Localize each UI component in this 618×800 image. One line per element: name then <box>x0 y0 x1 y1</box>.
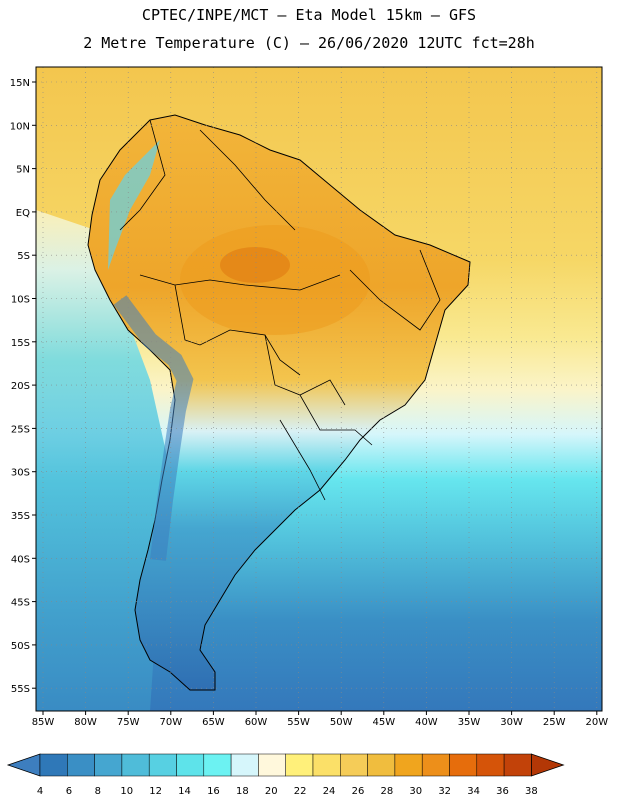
northern-andes-cold <box>108 140 160 270</box>
colorbar-label: 18 <box>236 786 249 797</box>
lat-label: 5S <box>17 251 30 262</box>
lon-label: 55W <box>287 717 310 728</box>
lon-label: 65W <box>202 717 225 728</box>
colorbar-swatch <box>203 753 232 777</box>
southern-andes-cold <box>113 295 194 561</box>
colorbar-swatch <box>476 753 505 777</box>
lat-label: 30S <box>11 468 30 479</box>
lon-label: 85W <box>32 717 55 728</box>
lon-label: 60W <box>245 717 268 728</box>
colorbar-swatch <box>312 753 341 777</box>
colorbar-swatch <box>176 753 205 777</box>
lat-label: 10S <box>11 295 30 306</box>
colorbar-label: 12 <box>149 786 162 797</box>
lat-label: 25S <box>11 424 30 435</box>
colorbar-label: 26 <box>352 786 365 797</box>
colorbar-swatch <box>394 753 423 777</box>
colorbar-label: 10 <box>120 786 133 797</box>
colorbar-swatch <box>367 753 396 777</box>
colorbar-label: 14 <box>178 786 191 797</box>
lat-label: EQ <box>16 208 30 219</box>
colorbar-swatch <box>340 753 368 777</box>
lat-label: 35S <box>11 511 30 522</box>
lon-label: 35W <box>458 717 481 728</box>
latitude-axis: 15N 10N 5N EQ 5S 10S 15S 20S 25S 30S 35S 40S 45S 50S 5… <box>10 78 36 695</box>
lon-label: 50W <box>330 717 353 728</box>
colorbar-swatch <box>503 753 532 777</box>
colorbar-swatch <box>148 753 177 777</box>
colorbar-swatch <box>258 753 286 777</box>
colorbar-swatch <box>94 753 123 777</box>
colorbar-label: 34 <box>467 786 480 797</box>
lat-label: 45S <box>11 598 30 609</box>
pacific-field <box>36 210 170 711</box>
map-title-line1: CPTEC/INPE/MCT – Eta Model 15km – GFS <box>141 6 477 24</box>
lon-label: 80W <box>74 717 97 728</box>
lon-label: 40W <box>415 717 438 728</box>
colorbar-label: 36 <box>496 786 509 797</box>
lat-label: 40S <box>11 554 30 565</box>
lon-label: 20W <box>585 717 608 728</box>
colorbar-swatch <box>39 753 68 777</box>
warm-core <box>180 225 370 335</box>
colorbar-label: 22 <box>294 786 307 797</box>
colorbar-swatch <box>421 753 450 777</box>
colorbar-label: 6 <box>66 786 72 797</box>
colorbar-swatch <box>121 753 150 777</box>
hot-spot <box>220 247 290 283</box>
colorbar-label: 30 <box>409 786 422 797</box>
colorbar-swatch <box>449 753 478 777</box>
lat-label: 55S <box>11 684 30 695</box>
colorbar-swatch <box>67 753 95 777</box>
colorbar-label: 8 <box>95 786 101 797</box>
lat-label: 15N <box>10 78 30 89</box>
temperature-colorbar: 4 6 8 10 12 14 16 18 20 22 24 26 28 30 32 34 36 38 <box>6 753 565 797</box>
colorbar-label: 20 <box>265 786 278 797</box>
country-borders <box>119 119 441 501</box>
colorbar-swatch <box>230 753 259 777</box>
map-frame <box>35 66 603 712</box>
lon-label: 30W <box>500 717 523 728</box>
lat-label: 10N <box>10 121 30 132</box>
colorbar-min-arrow <box>6 753 41 777</box>
colorbar-label: 16 <box>207 786 220 797</box>
lon-label: 75W <box>117 717 140 728</box>
colorbar-swatch <box>285 753 314 777</box>
lat-label: 50S <box>11 641 30 652</box>
longitude-axis: 85W 80W 75W 70W 65W 60W 55W 50W 45W 40W 35W 30W 25W 2… <box>32 711 608 728</box>
colorbar-label: 4 <box>37 786 43 797</box>
colorbar-label: 24 <box>323 786 336 797</box>
lat-label: 5N <box>16 165 30 176</box>
colorbar-label: 28 <box>381 786 394 797</box>
lon-label: 70W <box>159 717 182 728</box>
lat-label: 20S <box>11 381 30 392</box>
lon-label: 45W <box>372 717 395 728</box>
lat-label: 15S <box>11 338 30 349</box>
colorbar-label: 32 <box>438 786 451 797</box>
colorbar-max-arrow <box>531 753 565 777</box>
colorbar-label: 38 <box>525 786 538 797</box>
map-title-line2: 2 Metre Temperature (C) – 26/06/2020 12U… <box>83 34 535 52</box>
lon-label: 25W <box>543 717 566 728</box>
